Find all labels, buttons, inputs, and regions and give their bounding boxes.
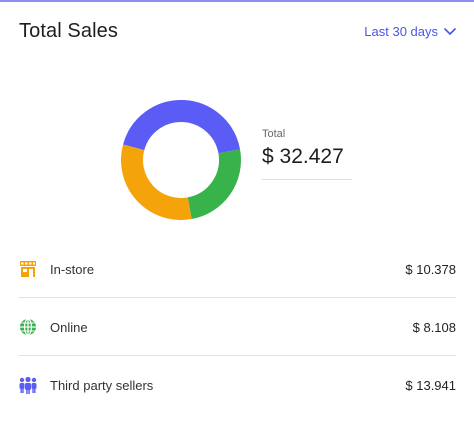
page-title: Total Sales: [19, 20, 118, 42]
total-label: Total: [262, 128, 286, 140]
list-item-online[interactable]: Online $ 8.108: [18, 298, 456, 356]
donut-slice-third-party-sellers: [123, 100, 241, 154]
globe-icon: [18, 317, 38, 337]
divider: [18, 355, 456, 356]
channel-label: Online: [50, 319, 88, 335]
date-range-label: Last 30 days: [364, 24, 438, 39]
divider: [18, 297, 456, 298]
channel-value: $ 10.378: [405, 261, 456, 277]
people-icon: [18, 375, 38, 395]
card-header: Total Sales Last 30 days: [0, 0, 474, 64]
list-item-in-store[interactable]: In-store $ 10.378: [18, 240, 456, 298]
total-value: $ 32.427: [262, 145, 344, 168]
total-underline: [262, 179, 352, 180]
date-range-dropdown[interactable]: Last 30 days: [364, 24, 456, 39]
channel-value: $ 8.108: [412, 319, 456, 335]
top-accent-line: [0, 0, 474, 2]
channel-label: In-store: [50, 261, 95, 277]
channel-value: $ 13.941: [405, 377, 456, 393]
donut-slice-online: [187, 149, 241, 220]
channel-label: Third party sellers: [50, 377, 154, 393]
list-item-third-party[interactable]: Third party sellers $ 13.941: [18, 356, 456, 414]
donut-slice-in-store: [121, 144, 192, 220]
sales-donut-chart: [121, 100, 241, 220]
chevron-down-icon: [444, 27, 456, 36]
store-icon: [18, 259, 38, 279]
total-summary: Total $ 32.427: [262, 128, 352, 180]
